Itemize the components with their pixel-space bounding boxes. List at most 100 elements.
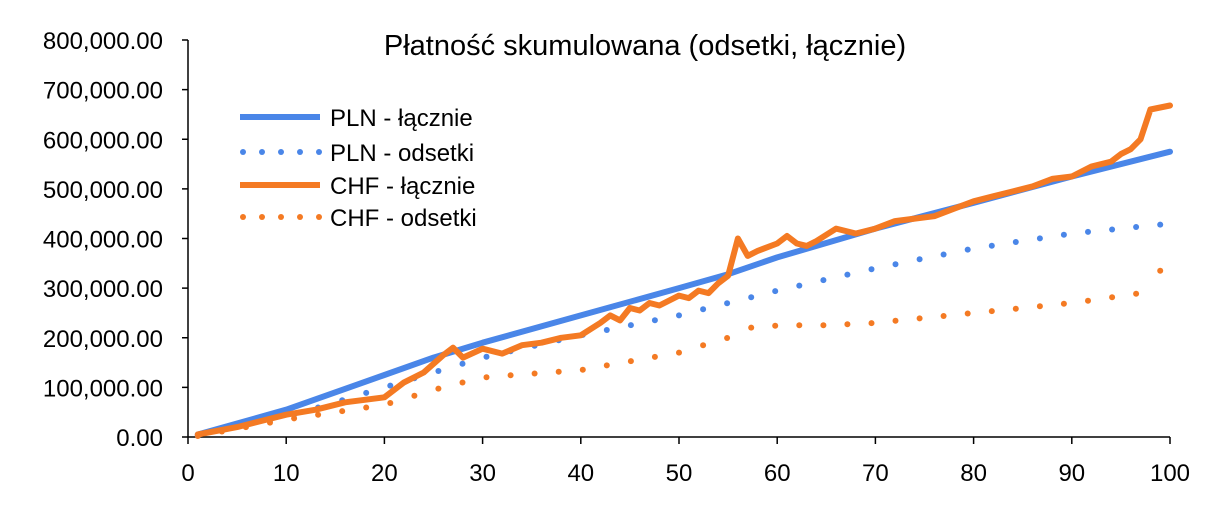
legend-swatch: [278, 149, 284, 155]
series-point: [1012, 305, 1019, 312]
series-point: [387, 382, 394, 389]
series-point: [435, 385, 442, 392]
series-point: [1060, 231, 1067, 238]
series-point: [844, 321, 851, 328]
series-point: [315, 411, 322, 418]
series-point: [1157, 267, 1164, 274]
series-point: [988, 308, 995, 315]
series-point: [1012, 239, 1019, 245]
legend-label: PLN - odsetki: [330, 140, 474, 167]
series-point: [627, 358, 634, 365]
series-point: [892, 317, 899, 324]
series-point: [820, 322, 827, 329]
series-point: [363, 404, 370, 411]
series-point: [748, 294, 755, 301]
series-point: [459, 379, 466, 386]
series-dots-chf-odsetki: [194, 267, 1164, 439]
x-tick-label: 30: [469, 460, 496, 487]
y-tick-label: 500,000.00: [43, 177, 163, 204]
y-tick-label: 200,000.00: [43, 326, 163, 353]
series-point: [700, 342, 707, 349]
series-point: [603, 327, 610, 333]
series-point: [796, 282, 803, 289]
series-point: [531, 370, 538, 377]
series-point: [964, 310, 971, 317]
legend-label: CHF - łącznie: [330, 173, 475, 200]
series-point: [964, 246, 971, 253]
series-point: [1109, 294, 1116, 301]
legend-swatch: [316, 214, 322, 220]
series-point: [1109, 226, 1116, 233]
series-point: [1060, 300, 1067, 307]
series-point: [291, 415, 298, 422]
series-point: [363, 389, 370, 396]
legend-swatch: [297, 149, 303, 155]
y-tick-label: 100,000.00: [43, 375, 163, 402]
series-point: [916, 256, 923, 263]
legend-swatch: [259, 214, 265, 220]
legend-swatch: [297, 214, 303, 220]
legend-label: PLN - łącznie: [330, 105, 473, 132]
series-point: [651, 317, 658, 324]
series-point: [748, 324, 755, 331]
axes: [187, 40, 1170, 438]
series-point: [796, 322, 803, 329]
series-point: [1085, 228, 1091, 235]
series-point: [435, 368, 442, 374]
x-tick-label: 50: [666, 460, 693, 487]
x-tick-label: 70: [862, 460, 889, 487]
series-point: [1133, 224, 1140, 230]
series-point: [483, 374, 490, 381]
y-tick-label: 800,000.00: [43, 28, 163, 55]
x-tick-label: 40: [567, 460, 594, 487]
x-tick-label: 60: [764, 460, 791, 487]
y-tick-label: 600,000.00: [43, 127, 163, 154]
series-point: [868, 266, 875, 273]
legend-label: CHF - odsetki: [330, 205, 477, 232]
y-tick-label: 400,000.00: [43, 227, 163, 254]
series-point: [579, 366, 586, 373]
series-line-chf-cznie: [194, 102, 1173, 438]
legend-swatch: [259, 149, 265, 155]
series-point: [988, 242, 995, 249]
series-point: [892, 261, 899, 268]
series-point: [339, 408, 346, 415]
series-point: [507, 372, 514, 379]
series-point: [483, 353, 490, 360]
series-point: [940, 251, 947, 258]
series-point: [1036, 303, 1043, 310]
x-tick-label: 20: [371, 460, 398, 487]
series-point: [1157, 221, 1164, 228]
x-axis-ticks: 0 10 20 30 40 50 60 70 80 90 100: [181, 437, 1190, 487]
series-point: [772, 288, 779, 295]
series-point: [772, 322, 779, 329]
series-point: [724, 300, 731, 307]
series-point: [916, 315, 923, 322]
legend-swatch: [278, 214, 284, 220]
legend: PLN - łącznie PLN - odsetki CHF - łącznie C…: [240, 105, 477, 232]
x-tick-label: 0: [181, 460, 194, 487]
x-tick-label: 90: [1058, 460, 1085, 487]
series-point: [676, 349, 682, 356]
series-point: [459, 360, 466, 367]
series-point: [868, 320, 875, 327]
x-tick-label: 80: [960, 460, 987, 487]
series-point: [700, 306, 707, 313]
legend-swatch: [240, 214, 246, 220]
series-point: [387, 400, 394, 406]
legend-swatch: [316, 149, 322, 155]
series-point: [627, 322, 634, 329]
series-point: [555, 368, 562, 375]
series-point: [844, 271, 851, 278]
legend-swatch: [240, 149, 246, 155]
chart-title: Płatność skumulowana (odsetki, łącznie): [384, 30, 906, 62]
x-tick-label: 100: [1150, 460, 1190, 487]
y-tick-label: 700,000.00: [43, 78, 163, 105]
series-point: [940, 313, 947, 319]
x-tick-label: 10: [273, 460, 300, 487]
series-point: [820, 277, 827, 284]
series-point: [1133, 290, 1140, 297]
y-tick-label: 300,000.00: [43, 276, 163, 303]
y-axis-ticks: 0.00 100,000.00 200,000.00 300,000.00 400,00…: [43, 28, 188, 452]
